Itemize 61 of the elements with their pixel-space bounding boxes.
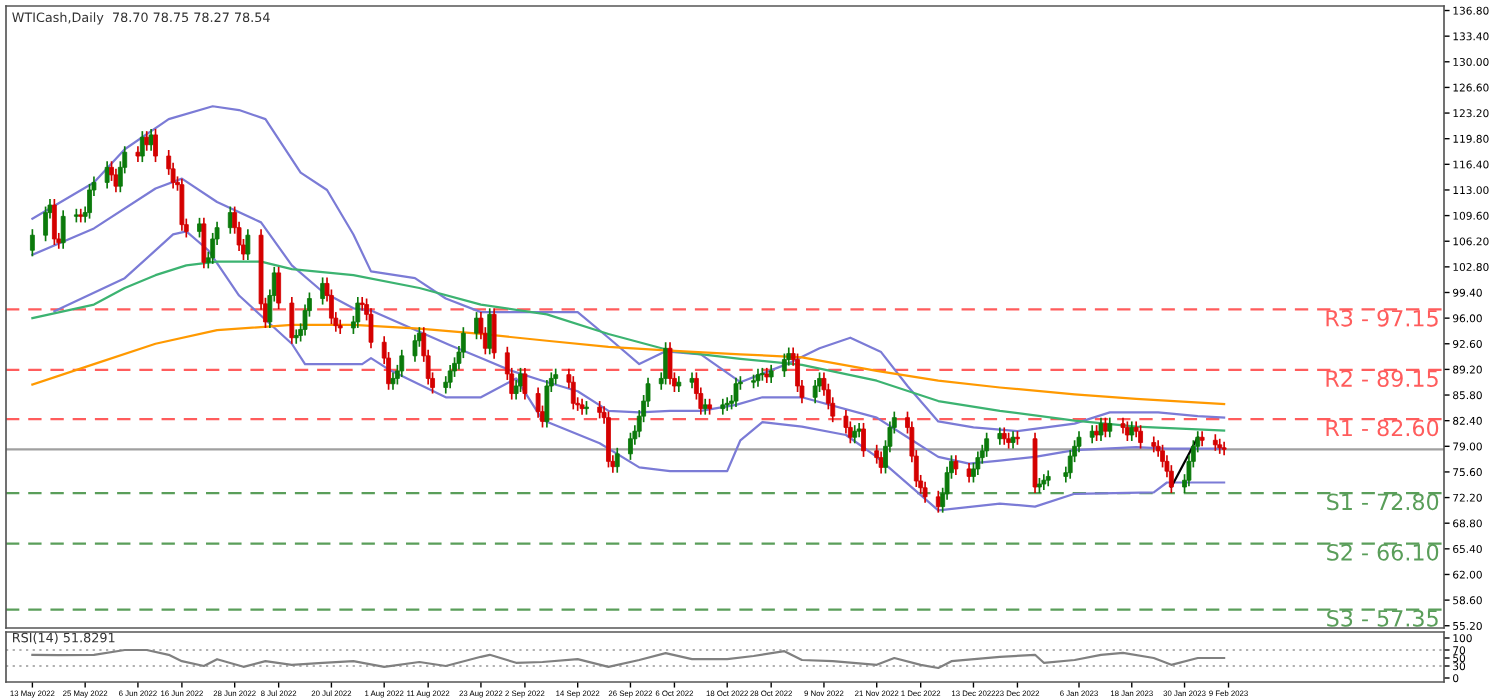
ref-line-label: S1 - 72.80 bbox=[1327, 493, 1439, 511]
candlestick bbox=[179, 177, 185, 232]
candlestick bbox=[861, 422, 866, 458]
candlestick bbox=[570, 375, 576, 411]
candlestick bbox=[966, 462, 972, 484]
candlestick bbox=[51, 198, 57, 246]
candlestick bbox=[293, 328, 299, 345]
candlestick bbox=[1138, 424, 1143, 450]
candlestick bbox=[245, 228, 251, 261]
candlestick bbox=[359, 296, 365, 312]
candlestick bbox=[953, 454, 959, 476]
line-series bbox=[31, 648, 1226, 670]
candlestick bbox=[768, 364, 774, 384]
candlestick bbox=[1102, 416, 1108, 439]
candlestick bbox=[201, 217, 207, 270]
candlestick bbox=[975, 450, 981, 476]
candlestick bbox=[922, 480, 928, 504]
candlestick bbox=[29, 228, 35, 258]
ref-line-label: S3 - 57.35 bbox=[1327, 609, 1438, 627]
candlestick bbox=[812, 379, 818, 405]
candlestick bbox=[535, 386, 541, 419]
candlestick bbox=[355, 296, 361, 329]
candlestick bbox=[399, 348, 405, 378]
candlestick bbox=[148, 128, 154, 152]
candlestick bbox=[874, 443, 880, 465]
candlestick bbox=[1076, 430, 1082, 454]
candlestick bbox=[368, 307, 374, 350]
candlestick bbox=[544, 379, 550, 429]
candlestick bbox=[104, 160, 110, 190]
candlestick bbox=[1160, 443, 1165, 469]
ref-line-label: S2 - 66.10 bbox=[1327, 543, 1439, 561]
ref-line-label: R1 - 82.60 bbox=[1326, 419, 1439, 437]
candlestick bbox=[518, 367, 523, 393]
ref-line-label: R2 - 89.15 bbox=[1326, 370, 1438, 387]
candlestick bbox=[667, 341, 673, 386]
candlestick bbox=[60, 209, 66, 250]
candlestick bbox=[781, 352, 787, 378]
candlestick bbox=[447, 364, 453, 390]
candlestick bbox=[153, 128, 158, 163]
candlestick bbox=[412, 333, 418, 363]
candlestick bbox=[522, 367, 528, 401]
candlestick bbox=[1124, 420, 1130, 442]
candlestick bbox=[1098, 416, 1104, 442]
candlestick bbox=[1107, 416, 1113, 439]
candlestick bbox=[606, 410, 611, 469]
candlestick bbox=[197, 217, 202, 239]
candlestick bbox=[491, 307, 497, 360]
candlestick bbox=[733, 376, 739, 408]
candlestick bbox=[628, 431, 633, 461]
candlestick bbox=[1089, 424, 1095, 445]
candlestick bbox=[984, 431, 990, 458]
candlestick bbox=[113, 168, 119, 194]
candlestick bbox=[289, 296, 295, 345]
candlestick bbox=[43, 205, 48, 243]
ref-line-label: R3 - 97.15 bbox=[1326, 309, 1438, 327]
candlestick bbox=[276, 266, 282, 310]
candlestick bbox=[878, 450, 884, 475]
line-series bbox=[31, 105, 1226, 433]
candlestick bbox=[755, 367, 761, 388]
candlestick bbox=[843, 409, 849, 435]
candlestick bbox=[87, 183, 92, 220]
